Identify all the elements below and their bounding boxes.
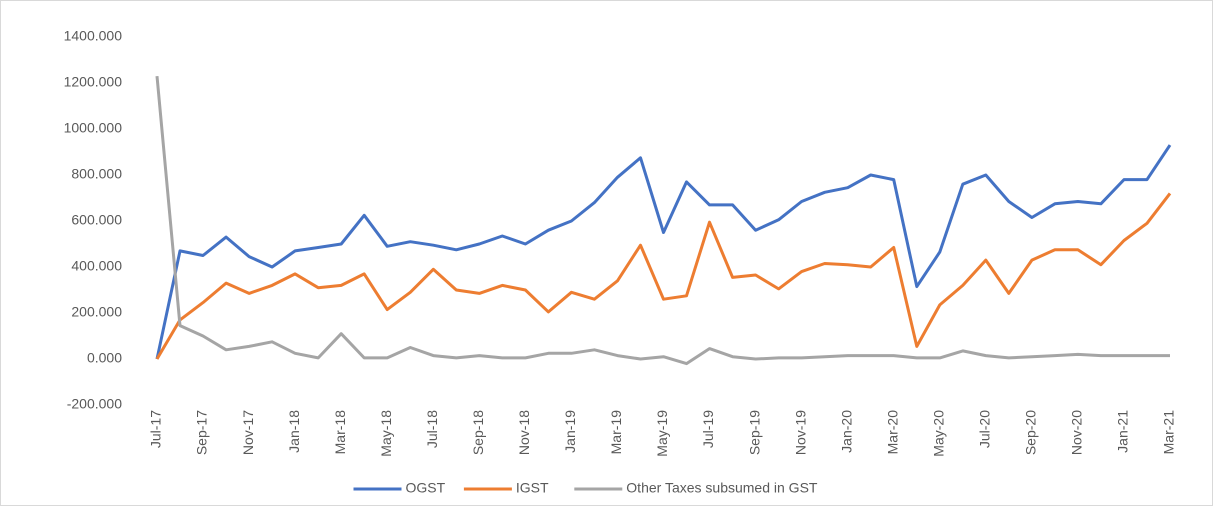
y-tick-label: 0.000: [87, 350, 122, 366]
x-tick-label: Sep-20: [1023, 410, 1039, 455]
x-tick-label: Mar-20: [884, 410, 900, 455]
line-series: [155, 144, 1172, 360]
x-tick-label: Jan-20: [838, 410, 854, 453]
line-series: [155, 192, 1172, 360]
x-tick-label: Sep-19: [746, 410, 762, 455]
x-tick-label: Mar-21: [1161, 410, 1177, 455]
x-tick-label: Jul-17: [148, 410, 164, 448]
y-tick-label: 1400.000: [64, 28, 123, 44]
x-tick-label: Nov-20: [1069, 410, 1085, 455]
y-tick-label: 600.000: [71, 212, 122, 228]
x-tick-label: May-18: [378, 410, 394, 457]
y-tick-label: 400.000: [71, 258, 122, 274]
x-tick-label: Nov-18: [516, 410, 532, 455]
x-tick-label: Sep-17: [194, 410, 210, 455]
x-tick-label: Jan-18: [286, 410, 302, 453]
legend-label: Other Taxes subsumed in GST: [626, 480, 818, 496]
y-tick-label: 800.000: [71, 166, 122, 182]
y-tick-label: -200.000: [67, 396, 122, 412]
line-series: [155, 75, 1170, 366]
x-tick-label: Jan-19: [562, 410, 578, 453]
y-tick-label: 1200.000: [64, 74, 123, 90]
x-tick-label: May-19: [654, 410, 670, 457]
x-tick-label: Nov-19: [792, 410, 808, 455]
x-tick-label: Jul-18: [424, 410, 440, 448]
y-tick-label: 200.000: [71, 304, 122, 320]
x-tick-label: Sep-18: [470, 410, 486, 455]
x-tick-label: Jul-20: [977, 410, 993, 448]
x-tick-label: Mar-18: [332, 410, 348, 455]
x-tick-label: Jul-19: [700, 410, 716, 448]
legend-label: OGST: [406, 480, 446, 496]
x-tick-label: May-20: [930, 410, 946, 457]
x-tick-label: Mar-19: [608, 410, 624, 455]
y-tick-label: 1000.000: [64, 120, 123, 136]
legend-label: IGST: [516, 480, 549, 496]
x-tick-label: Jan-21: [1115, 410, 1131, 453]
x-tick-label: Nov-17: [240, 410, 256, 455]
